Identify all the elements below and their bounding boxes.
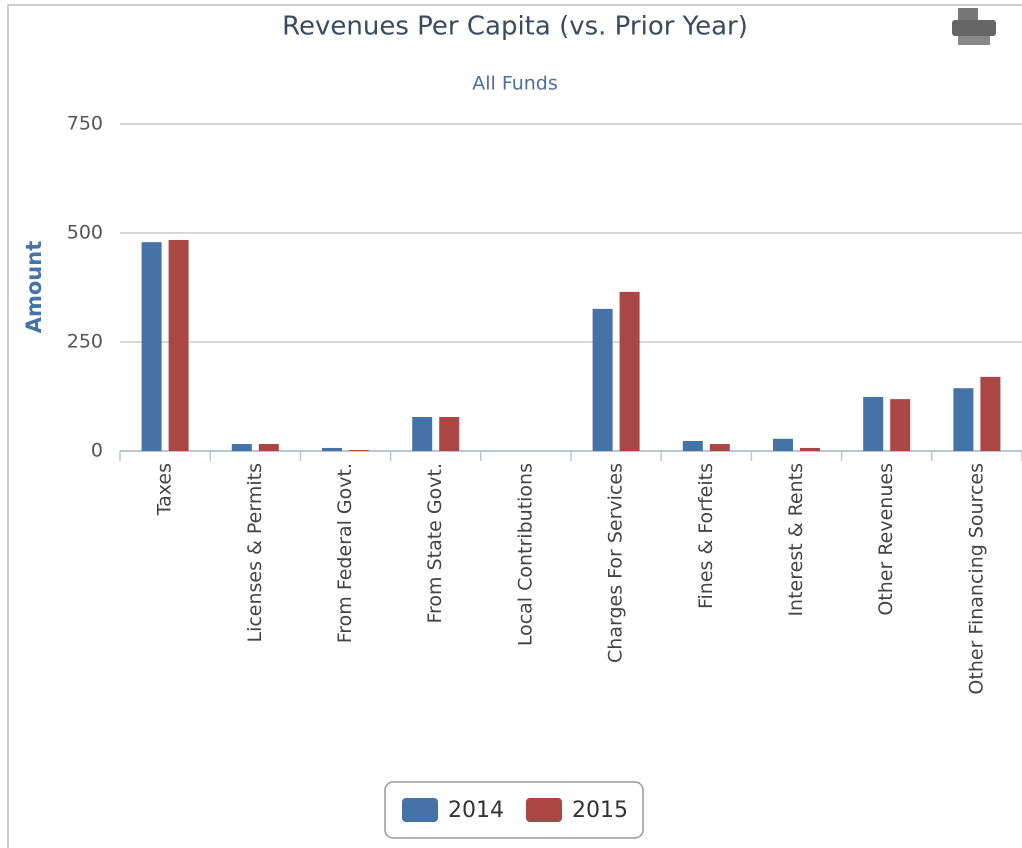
- printer-body: [952, 20, 996, 36]
- bar: [231, 444, 252, 451]
- bar: [709, 444, 730, 451]
- x-tick-label: Interest & Rents: [785, 463, 807, 617]
- bar: [773, 438, 793, 451]
- bar: [349, 450, 369, 451]
- x-tick-label: Licenses & Permits: [244, 463, 266, 643]
- print-button[interactable]: [952, 8, 996, 45]
- y-tick-label: 500: [67, 222, 103, 244]
- bar: [141, 242, 162, 451]
- legend-label: 2015: [572, 798, 628, 823]
- bar: [619, 291, 640, 451]
- x-tick-label: Local Contributions: [514, 463, 536, 646]
- bar: [592, 308, 613, 451]
- bar: [439, 416, 460, 451]
- bar: [863, 396, 884, 451]
- bar: [168, 239, 189, 451]
- bar: [953, 388, 974, 451]
- bar: [682, 440, 703, 451]
- legend-swatch: [402, 798, 438, 822]
- x-tick-label: Charges For Services: [605, 463, 627, 663]
- y-tick-label: 250: [67, 331, 103, 353]
- x-tick-label: From State Govt.: [424, 463, 446, 624]
- x-tick-label: From Federal Govt.: [334, 463, 356, 643]
- bar: [412, 416, 433, 451]
- bar: [800, 447, 820, 451]
- x-tick-label: Other Revenues: [875, 463, 897, 616]
- x-tick-label: Taxes: [154, 463, 176, 516]
- chart-title: Revenues Per Capita (vs. Prior Year): [282, 12, 748, 42]
- bar: [890, 399, 911, 451]
- chart-subtitle: All Funds: [472, 73, 558, 95]
- legend: 2014 2015: [384, 781, 644, 839]
- y-tick-label: 0: [91, 440, 103, 462]
- legend-label: 2014: [448, 798, 504, 823]
- bar: [980, 376, 1001, 451]
- bar: [258, 444, 279, 451]
- y-tick-label: 750: [67, 113, 103, 135]
- bar: [322, 447, 342, 451]
- y-axis-title: Amount: [22, 241, 46, 334]
- legend-box: [384, 781, 644, 839]
- x-tick-label: Fines & Forfeits: [695, 463, 717, 609]
- x-tick-label: Other Financing Sources: [965, 463, 987, 695]
- legend-swatch: [526, 798, 562, 822]
- printer-paper: [958, 8, 978, 20]
- printer-tray: [958, 36, 990, 45]
